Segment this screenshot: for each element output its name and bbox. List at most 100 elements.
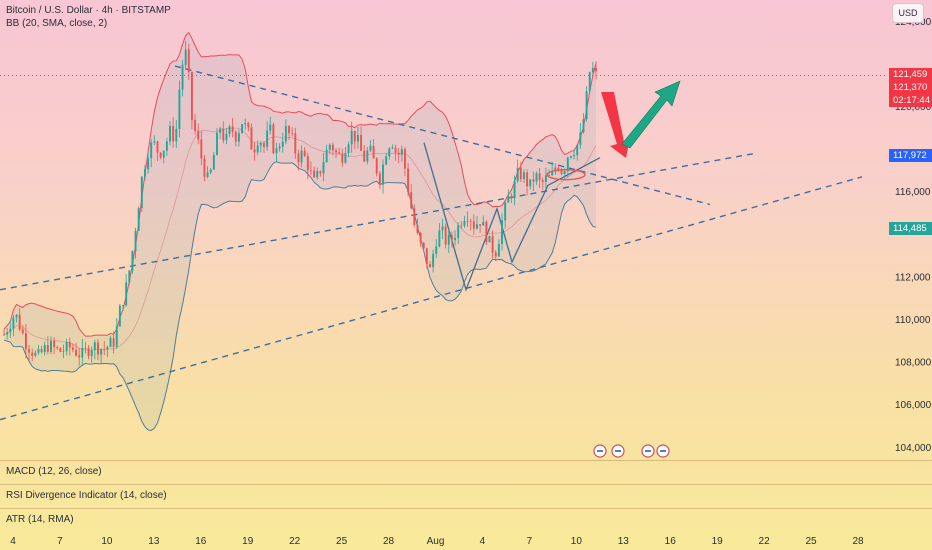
candle-body (134, 230, 137, 252)
candle-body (244, 122, 247, 125)
macd-title[interactable]: MACD (12, 26, close) (6, 466, 102, 477)
date-tick-label: 13 (148, 536, 160, 547)
candle-body (184, 49, 187, 65)
candle-body (203, 158, 206, 177)
candle-body (479, 224, 482, 226)
candle-body (303, 150, 306, 157)
candle-body (250, 127, 253, 150)
date-tick-label: 10 (101, 536, 113, 547)
candle-body (71, 347, 74, 350)
candle-body (153, 141, 156, 143)
candle-body (281, 141, 284, 147)
candle-body (159, 152, 162, 158)
arrow-down-icon (601, 92, 630, 158)
candle-body (300, 150, 303, 163)
atr-pane[interactable]: ATR (14, RMA) (0, 508, 932, 532)
candle-body (263, 143, 265, 147)
candle-body (388, 148, 391, 157)
candle-body (309, 170, 312, 172)
candle-body (187, 49, 190, 73)
candle-body (34, 352, 37, 356)
candle-body (24, 333, 27, 350)
candle-body (100, 349, 103, 355)
candle-body (247, 122, 250, 128)
candle-body (137, 208, 140, 231)
candle-body (172, 126, 175, 142)
candle-body (331, 144, 334, 151)
candle-body (143, 169, 146, 177)
candle-body (541, 180, 544, 183)
candle-body (194, 120, 197, 131)
candle-body (350, 130, 353, 145)
candle-body (472, 221, 475, 229)
candle-body (372, 145, 375, 159)
candle-body (162, 150, 165, 158)
candle-body (306, 156, 309, 171)
candle-body (554, 167, 557, 172)
candle-body (322, 162, 325, 174)
candle-body (50, 340, 52, 352)
candle-body (400, 149, 403, 155)
candle-body (513, 180, 516, 199)
candle-body (341, 153, 344, 163)
price-tick-label: 112,000 (895, 272, 931, 283)
candle-body (413, 208, 416, 226)
candle-body (316, 170, 319, 178)
candle-body (259, 143, 262, 146)
symbol-legend[interactable]: Bitcoin / U.S. Dollar · 4h · BITSTAMP (6, 5, 171, 16)
candle-body (538, 173, 541, 181)
candle-body (178, 89, 181, 129)
candle-body (482, 221, 485, 226)
rsi-title[interactable]: RSI Divergence Indicator (14, close) (6, 490, 167, 501)
candle-body (278, 146, 281, 149)
candle-body (150, 142, 153, 159)
candle-body (344, 152, 347, 163)
candle-body (432, 253, 435, 268)
candle-body (325, 149, 328, 163)
trendline-descending (174, 65, 711, 206)
date-axis-bg (0, 532, 932, 550)
candle-body (385, 156, 388, 165)
candle-body (576, 145, 579, 155)
candle-body (356, 135, 359, 142)
atr-title[interactable]: ATR (14, RMA) (6, 514, 74, 525)
candle-body (87, 348, 90, 356)
candle-body (382, 164, 384, 185)
candle-body (573, 154, 576, 157)
candle-body (397, 152, 400, 155)
bb-fill (4, 32, 596, 431)
arrow-up-icon (621, 80, 681, 149)
macd-pane[interactable]: MACD (12, 26, close) (0, 460, 932, 484)
candle-body (497, 244, 500, 257)
candle-body (269, 124, 272, 131)
candle-body (109, 338, 112, 347)
candle-body (457, 225, 460, 238)
bar-countdown-tag: 02:17:44 (889, 94, 932, 107)
candle-body (403, 149, 406, 169)
candle-body (569, 156, 572, 158)
candle-body (284, 126, 287, 142)
candle-body (519, 168, 522, 180)
price-tick-label: 106,000 (895, 400, 932, 411)
date-tick-label: 28 (383, 536, 395, 547)
bb-lower-tag: 114,485 (889, 222, 932, 235)
candle-body (463, 220, 466, 226)
date-tick-label: 19 (242, 536, 254, 547)
rsi-pane[interactable]: RSI Divergence Indicator (14, close) (0, 484, 932, 508)
candle-body (548, 175, 550, 176)
date-tick-label: 7 (527, 536, 533, 547)
candle-body (118, 305, 121, 327)
bb-indicator-legend[interactable]: BB (20, SMA, close, 2) (6, 18, 108, 29)
currency-button[interactable]: USD (892, 3, 924, 23)
candle-body (557, 167, 560, 170)
candle-body (588, 72, 591, 92)
candle-body (522, 172, 525, 180)
candle-body (84, 347, 87, 349)
candle-body (169, 126, 171, 142)
bb-basis-line (3, 127, 597, 351)
date-axis[interactable]: 4 7 10 13 16 19 22 25 28 Aug 4 7 10 13 16 19 22 25 28 (0, 532, 932, 550)
candle-body (234, 131, 237, 142)
candle-body (200, 139, 203, 159)
candle-body (253, 149, 256, 153)
date-tick-label: 7 (57, 536, 63, 547)
